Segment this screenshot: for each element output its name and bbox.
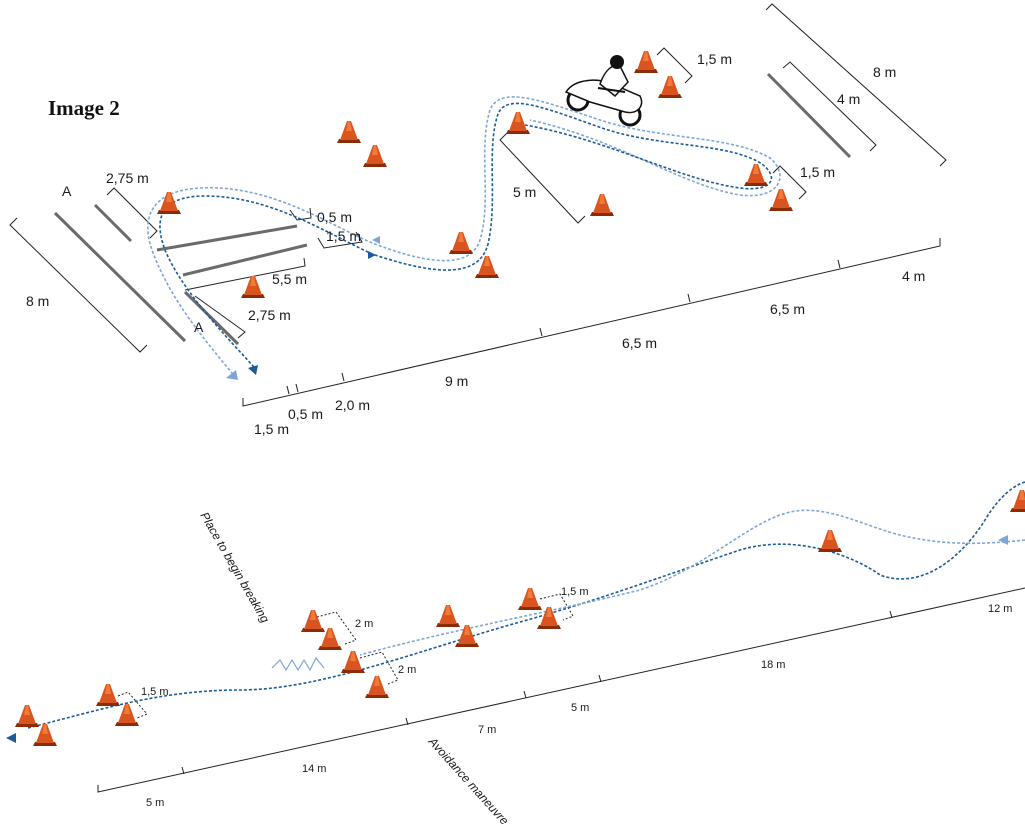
cone xyxy=(337,121,361,143)
bottom-dark-path xyxy=(27,481,1025,729)
base-9: 9 m xyxy=(445,373,468,389)
light-path-mid-arrow xyxy=(372,236,380,244)
cone xyxy=(157,192,181,214)
cone xyxy=(301,610,325,632)
base-5-mid: 5 m xyxy=(571,702,589,714)
cone xyxy=(96,684,120,706)
dim-1-5-topright: 1,5 m xyxy=(697,51,732,67)
cone xyxy=(33,724,57,746)
cone xyxy=(341,651,365,673)
cone xyxy=(769,189,793,211)
dim-8-right: 8 m xyxy=(873,64,896,80)
lane-marker-a2: A xyxy=(194,319,204,335)
cone xyxy=(658,76,682,98)
bottom-light-arrow xyxy=(998,535,1008,545)
dim-4-right: 4 m xyxy=(837,91,860,107)
top-base-dimension-line xyxy=(242,238,941,407)
light-path-arrow xyxy=(226,370,238,380)
dim-1-5-right: 1,5 m xyxy=(800,164,835,180)
dim-2-lower: 2 m xyxy=(398,664,416,676)
cone xyxy=(436,605,460,627)
dim-1-5-right: 1,5 m xyxy=(561,586,589,598)
start-lane-lines xyxy=(53,203,308,346)
dark-path-mid-arrow xyxy=(368,251,376,259)
base-18: 18 m xyxy=(761,659,785,671)
base-0-5: 0,5 m xyxy=(288,406,323,422)
bottom-base-dimension-line xyxy=(97,587,1025,793)
base-6-5-a: 6,5 m xyxy=(770,301,805,317)
dim-2-75-bottom: 2,75 m xyxy=(248,307,291,323)
light-path xyxy=(147,96,781,379)
base-4: 4 m xyxy=(902,268,925,284)
dim-8-left: 8 m xyxy=(26,293,49,309)
top-dimension-brackets xyxy=(9,3,947,353)
avoidance-label: Avoidance maneuvre xyxy=(425,734,512,828)
bottom-dark-arrow xyxy=(6,733,16,743)
dark-path-arrow xyxy=(248,365,258,375)
cone xyxy=(363,145,387,167)
bottom-light-path xyxy=(359,509,1025,656)
motorcycle-icon xyxy=(564,55,643,127)
cone xyxy=(455,625,479,647)
base-2-0: 2,0 m xyxy=(335,397,370,413)
dim-0-5-right: 0,5 m xyxy=(317,209,352,225)
right-lane-lines xyxy=(766,72,852,159)
diagram-title: Image 2 xyxy=(48,96,120,120)
dim-5: 5 m xyxy=(513,184,536,200)
base-12: 12 m xyxy=(988,603,1012,615)
base-7: 7 m xyxy=(478,724,496,736)
cone xyxy=(15,705,39,727)
bottom-course: Place to begin breaking Avoidance maneuv… xyxy=(6,481,1025,828)
cone xyxy=(634,51,658,73)
dim-2-upper: 2 m xyxy=(355,618,373,630)
cone xyxy=(365,676,389,698)
cone xyxy=(818,530,842,552)
place-to-begin-label: Place to begin breaking xyxy=(197,510,272,626)
cone xyxy=(518,588,542,610)
base-1-5: 1,5 m xyxy=(254,421,289,437)
base-14: 14 m xyxy=(302,763,326,775)
cone xyxy=(475,256,499,278)
cone xyxy=(744,164,768,186)
dark-path xyxy=(159,102,773,368)
dim-5-5: 5,5 m xyxy=(272,271,307,287)
cone xyxy=(115,704,139,726)
top-course: A A 2,75 m 0,5 m 1,5 m 5,5 m 2,75 m 8 m … xyxy=(9,3,947,437)
cone xyxy=(241,276,265,298)
lane-marker-a1: A xyxy=(62,183,72,199)
braking-zigzag xyxy=(271,656,325,672)
dim-2-75-top: 2,75 m xyxy=(106,170,149,186)
base-6-5-b: 6,5 m xyxy=(622,335,657,351)
dim-1-5-mid: 1,5 m xyxy=(326,228,361,244)
cone xyxy=(1010,490,1025,512)
cone xyxy=(590,194,614,216)
cone xyxy=(537,607,561,629)
cone xyxy=(506,112,530,134)
bottom-dimension-brackets xyxy=(117,593,574,719)
base-5-left: 5 m xyxy=(146,797,164,809)
cone xyxy=(449,232,473,254)
dim-1-5-left: 1,5 m xyxy=(141,686,169,698)
